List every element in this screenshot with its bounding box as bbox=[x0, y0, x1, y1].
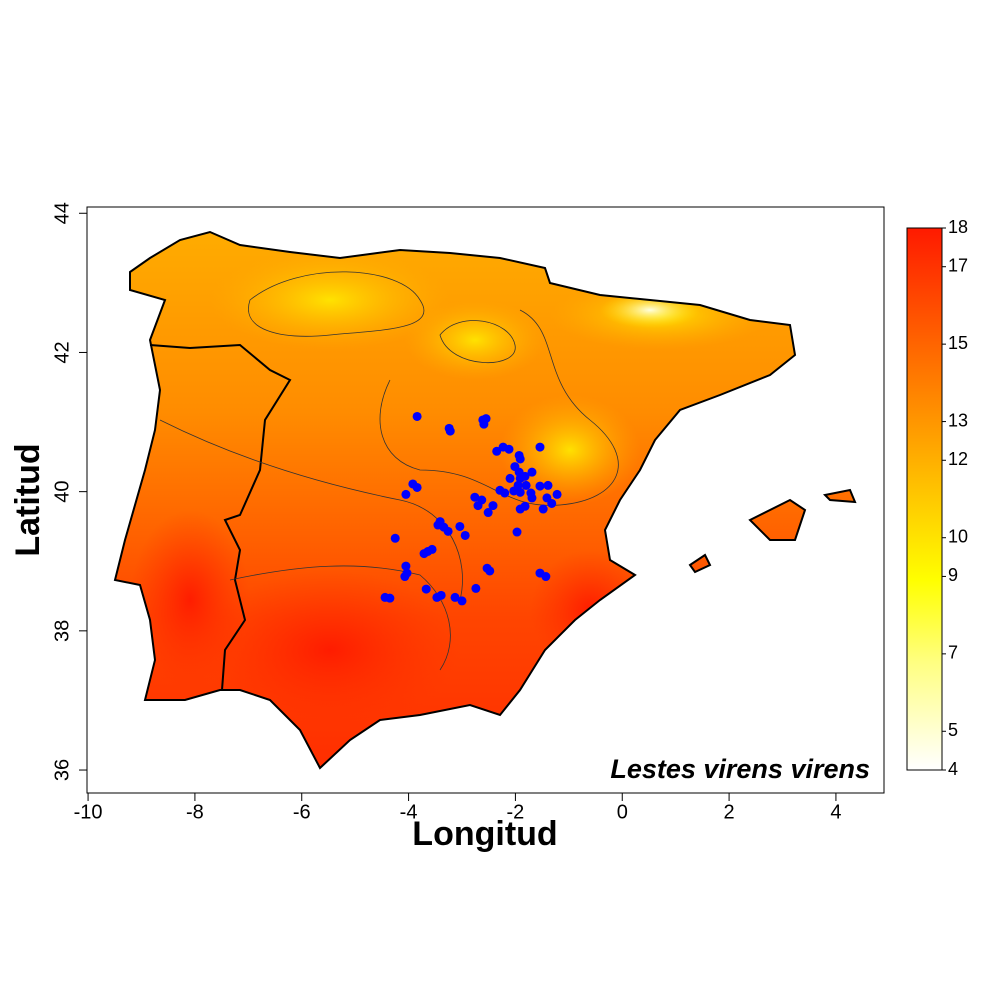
warm-zone bbox=[200, 570, 460, 730]
occurrence-point bbox=[471, 583, 481, 593]
occurrence-point bbox=[455, 521, 465, 531]
x-tick-label: -6 bbox=[293, 801, 311, 823]
occurrence-point bbox=[504, 444, 514, 454]
x-tick-label: -8 bbox=[186, 801, 204, 823]
occurrence-point bbox=[457, 596, 467, 606]
occurrence-point bbox=[535, 442, 545, 452]
occurrence-point bbox=[433, 520, 443, 530]
occurrence-point bbox=[535, 481, 545, 491]
y-tick-label: 40 bbox=[51, 481, 73, 503]
colorbar-tick-label: 17 bbox=[948, 255, 968, 275]
occurrence-point bbox=[485, 566, 495, 576]
occurrence-point bbox=[521, 480, 531, 490]
occurrence-point bbox=[527, 493, 537, 503]
warm-zone bbox=[130, 510, 250, 690]
occurrence-point bbox=[390, 533, 400, 543]
occurrence-point bbox=[488, 501, 498, 511]
cool-zone bbox=[405, 300, 545, 380]
contours bbox=[159, 271, 619, 671]
occurrence-point bbox=[552, 489, 562, 499]
occurrence-point bbox=[450, 592, 460, 602]
occurrence-point bbox=[538, 504, 548, 514]
occurrence-point bbox=[512, 527, 522, 537]
colorbar-tick-label: 13 bbox=[948, 410, 968, 430]
x-tick-label: 2 bbox=[724, 801, 735, 823]
occurrence-point bbox=[470, 492, 480, 502]
coastline bbox=[113, 230, 857, 770]
colorbar-tick-label: 12 bbox=[948, 449, 968, 469]
occurrence-point bbox=[543, 480, 553, 490]
occurrence-point bbox=[483, 508, 493, 518]
occurrence-point bbox=[460, 530, 470, 540]
x-axis-title: Longitud bbox=[412, 815, 557, 853]
occurrence-point bbox=[547, 498, 557, 508]
occurrence-point bbox=[500, 488, 510, 498]
occurrence-point bbox=[445, 426, 455, 436]
border bbox=[149, 343, 292, 691]
y-tick-label: 44 bbox=[51, 202, 73, 224]
occurrence-point bbox=[505, 473, 515, 483]
y-axis-title: Latitud bbox=[9, 443, 47, 556]
occurrence-point bbox=[427, 544, 437, 554]
occurrence-point bbox=[436, 590, 446, 600]
occurrence-point bbox=[527, 467, 537, 477]
occurrence-point bbox=[412, 482, 422, 492]
colorbar-tick-label: 4 bbox=[948, 759, 958, 779]
x-tick-label: -10 bbox=[74, 801, 103, 823]
occurrence-point bbox=[421, 584, 431, 594]
occurrence-point bbox=[401, 489, 411, 499]
occurrence-point bbox=[515, 504, 525, 514]
warm-zone bbox=[530, 550, 650, 670]
colorbar-tick-label: 10 bbox=[948, 526, 968, 546]
y-tick-label: 42 bbox=[51, 341, 73, 363]
colorbar-tick-label: 9 bbox=[948, 565, 958, 585]
colorbar-tick-label: 7 bbox=[948, 643, 958, 663]
x-tick-label: -2 bbox=[507, 801, 525, 823]
occurrence-point bbox=[515, 487, 525, 497]
marks bbox=[380, 411, 562, 606]
occurrence-point bbox=[515, 454, 525, 464]
x-tick-label: 4 bbox=[830, 801, 841, 823]
x-tick-label: 0 bbox=[617, 801, 628, 823]
x-tick-label: -4 bbox=[400, 801, 418, 823]
occurrence-point bbox=[479, 419, 489, 429]
colorbar-tick-label: 15 bbox=[948, 333, 968, 353]
occurrence-point bbox=[477, 495, 487, 505]
occurrence-point bbox=[400, 572, 410, 582]
colorbar-tick-label: 5 bbox=[948, 720, 958, 740]
occurrence-point bbox=[412, 411, 422, 421]
species-label: Lestes virens virens bbox=[610, 754, 870, 784]
occurrence-point bbox=[401, 561, 411, 571]
cool-zone bbox=[500, 395, 640, 505]
occurrence-point bbox=[492, 446, 502, 456]
y-tick-label: 36 bbox=[51, 759, 73, 781]
colorbar bbox=[906, 227, 943, 771]
occurrence-point bbox=[443, 526, 453, 536]
y-tick-label: 38 bbox=[51, 620, 73, 642]
occurrence-point bbox=[385, 593, 395, 603]
cool-zone bbox=[210, 250, 450, 350]
colorbar-tick-label: 18 bbox=[948, 217, 968, 237]
plot-frame bbox=[86, 206, 885, 794]
occurrence-point bbox=[520, 471, 530, 481]
occurrence-point bbox=[541, 572, 551, 582]
